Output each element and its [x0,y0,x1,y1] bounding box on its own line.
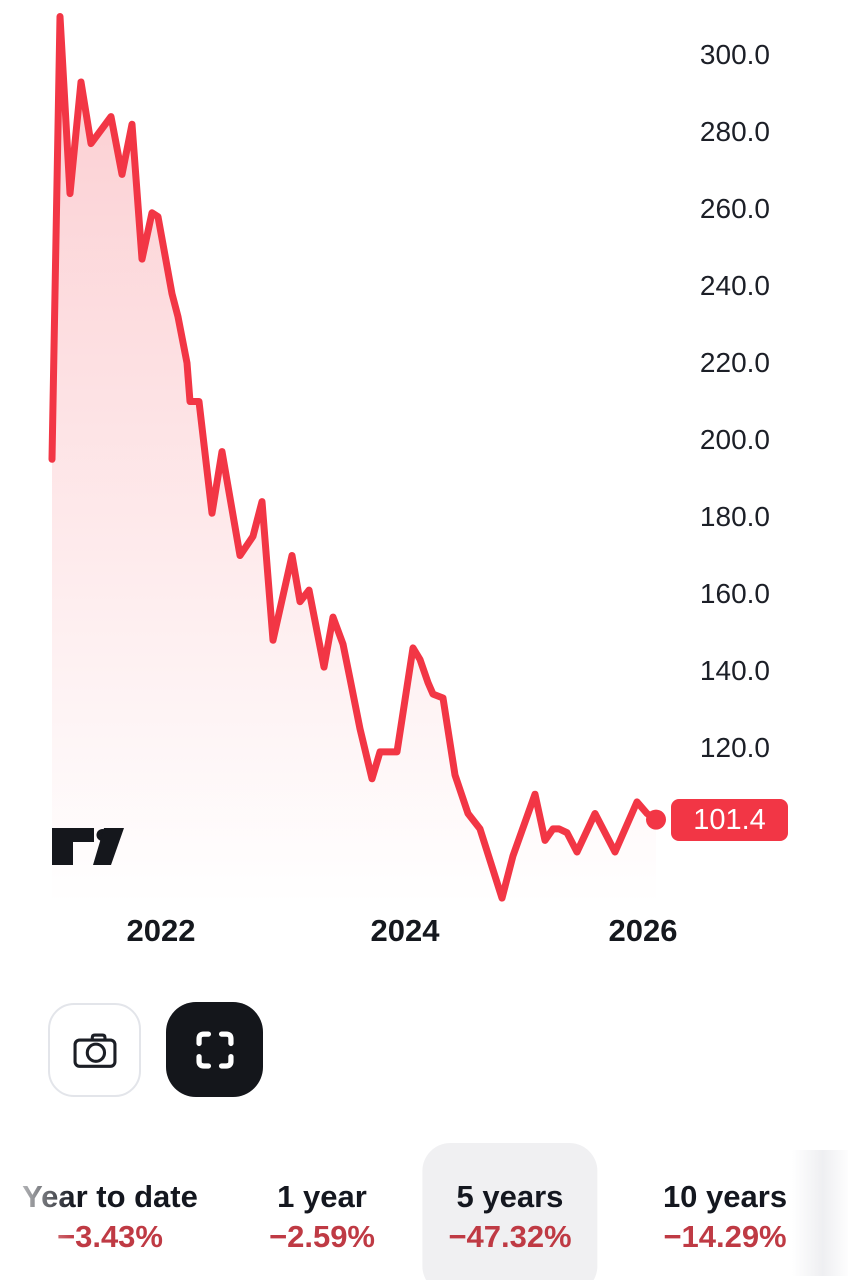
y-axis-label: 240.0 [699,270,770,301]
price-area-fill [52,16,656,905]
period-tab-label: 10 years [662,1179,788,1214]
last-price-dot [646,809,666,830]
tv-logo-v [93,828,124,865]
last-price-badge: 101.4 [671,799,788,841]
tradingview-logo [52,828,124,865]
tv-logo-t [52,828,94,865]
y-axis-label: 260.0 [699,193,770,224]
period-tab-label: 1 year [277,1179,367,1214]
period-tab-value: −2.59% [268,1219,376,1254]
tabs-right-fade [792,1150,848,1276]
y-axis-label: 300.0 [699,39,770,70]
period-tab-label: Year to date [22,1179,198,1214]
x-axis-label: 2022 [126,913,196,948]
x-axis-label: 2026 [608,913,678,948]
y-axis-label: 120.0 [699,732,770,763]
y-axis-label: 220.0 [699,347,770,378]
fullscreen-icon [195,1030,234,1069]
y-axis-label: 200.0 [699,424,770,455]
period-tab-value: −14.29% [663,1219,787,1254]
camera-button[interactable] [48,1003,141,1097]
x-axis-label: 2024 [370,913,440,948]
period-tab-1-year[interactable]: 1 year −2.59% [269,1143,375,1280]
period-tab-year-to-date[interactable]: Year to date −3.43% [22,1143,198,1280]
price-chart[interactable] [0,0,860,910]
y-axis-label: 280.0 [699,116,770,147]
camera-icon [73,1033,116,1068]
period-tab-5-years[interactable]: 5 years −47.32% [422,1143,598,1280]
fullscreen-button[interactable] [166,1002,263,1097]
y-axis-label: 180.0 [699,501,770,532]
period-tab-value: −47.32% [448,1219,572,1254]
period-tab-value: −3.43% [56,1219,163,1254]
period-tab-10-years[interactable]: 10 years −14.29% [663,1143,787,1280]
y-axis-label: 160.0 [699,578,770,609]
y-axis-label: 140.0 [699,655,770,686]
period-tab-label: 5 years [456,1179,564,1214]
price-line [48,13,660,902]
